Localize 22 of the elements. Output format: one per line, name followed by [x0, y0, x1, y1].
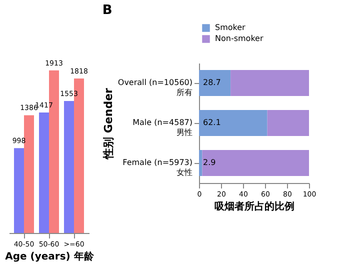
legend-label: Smoker: [215, 23, 246, 32]
data-label: 2.9: [203, 158, 216, 167]
data-label: 62.1: [203, 118, 221, 127]
x-axis-title: 吸烟者所占的比例: [214, 200, 294, 212]
y-tick-label: Male (n=4587) 男性: [132, 118, 192, 137]
data-label: 28.7: [203, 78, 221, 87]
bar: [14, 148, 24, 233]
bar: [64, 100, 74, 233]
bar: [267, 110, 309, 136]
y-tick-label: Overall (n=10560) 所有: [118, 78, 192, 97]
bar: [199, 150, 202, 176]
bar: [199, 110, 268, 136]
legend-label: Non-smoker: [215, 34, 264, 43]
bar: [199, 70, 231, 96]
x-axis-title: Age (years) 年龄: [5, 250, 95, 262]
y-axis-title: 性别 Gender: [102, 87, 115, 160]
bar: [39, 112, 49, 233]
bar: [24, 115, 34, 233]
y-tick-label: Female (n=5973) 女性: [122, 158, 192, 177]
chart-title: B: [102, 3, 112, 18]
bar: [202, 150, 309, 176]
bar: [230, 70, 309, 96]
